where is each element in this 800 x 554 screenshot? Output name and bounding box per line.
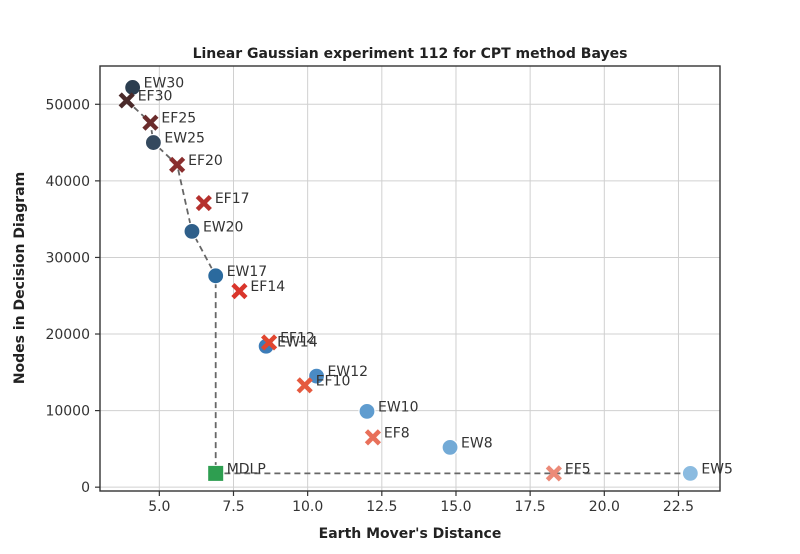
point-ef12-label: EF12 [280, 330, 315, 346]
point-ew25-label: EW25 [164, 131, 205, 147]
x-tick-label: 5.0 [148, 499, 170, 515]
point-mdlp-label: MDLP [227, 461, 266, 477]
grid [100, 66, 720, 491]
point-ef5 [545, 465, 562, 482]
x-axis-ticks: 5.0 7.5 10.0 12.5 15.0 17.5 20.0 22.5 [148, 491, 694, 515]
point-ef30-label: EF30 [138, 88, 173, 104]
point-ew8-label: EW8 [461, 435, 493, 451]
x-tick-label: 17.5 [515, 499, 546, 515]
y-axis-label: Nodes in Decision Diagram [12, 172, 28, 384]
x-tick-label: 22.5 [663, 499, 694, 515]
point-ew17 [207, 267, 225, 285]
point-labels: EW30 EW25 EW20 EW17 EW14 EW12 EW10 EW8 EW5 EF30 EF… [138, 75, 733, 477]
point-ew14-label: EW14 [277, 334, 318, 350]
point-ef25-label: EF25 [161, 111, 196, 127]
point-ew30-label: EW30 [144, 75, 185, 91]
point-ef12 [260, 334, 278, 351]
point-ew5-label: EW5 [701, 461, 733, 477]
y-tick-label: 0 [81, 480, 90, 496]
point-ew5 [681, 464, 699, 482]
point-ew20-label: EW20 [203, 219, 244, 235]
x-axis-label: Earth Mover's Distance [319, 526, 502, 542]
y-axis-ticks: 0 10000 20000 30000 40000 50000 [45, 97, 100, 496]
point-ew10-label: EW10 [378, 399, 419, 415]
point-ew25 [144, 133, 162, 152]
point-ew12 [307, 367, 326, 385]
x-tick-label: 10.0 [292, 499, 323, 515]
y-tick-label: 20000 [45, 327, 90, 343]
point-ef30 [118, 92, 135, 109]
x-tick-label: 20.0 [589, 499, 620, 515]
x-tick-label: 12.5 [366, 499, 397, 515]
y-tick-label: 10000 [45, 404, 90, 420]
point-ef5-label: EF5 [565, 461, 591, 477]
point-ew12-label: EW12 [328, 364, 369, 380]
y-tick-label: 50000 [45, 97, 90, 113]
point-ef10-label: EF10 [316, 373, 351, 389]
point-ef14 [231, 283, 248, 300]
point-ef8-label: EF8 [384, 425, 410, 441]
point-ew20 [183, 222, 201, 241]
point-mdlp [207, 464, 225, 482]
data-points [118, 78, 699, 482]
point-ew10 [358, 402, 376, 420]
point-ef20-label: EF20 [188, 153, 223, 169]
plot-frame [99, 65, 721, 492]
point-ef25 [142, 114, 159, 131]
chart-title: Linear Gaussian experiment 112 for CPT m… [193, 46, 628, 62]
x-tick-label: 15.0 [440, 499, 471, 515]
point-ef17-label: EF17 [215, 191, 250, 207]
y-tick-label: 30000 [45, 250, 90, 266]
point-ew8 [441, 438, 459, 456]
point-ef10 [296, 377, 313, 394]
point-ef20 [169, 156, 186, 173]
point-ef14-label: EF14 [250, 279, 285, 295]
y-tick-label: 40000 [45, 174, 90, 190]
point-ef17 [195, 194, 212, 212]
point-ef8 [364, 429, 382, 446]
x-tick-label: 7.5 [222, 499, 244, 515]
point-ew17-label: EW17 [227, 264, 268, 280]
